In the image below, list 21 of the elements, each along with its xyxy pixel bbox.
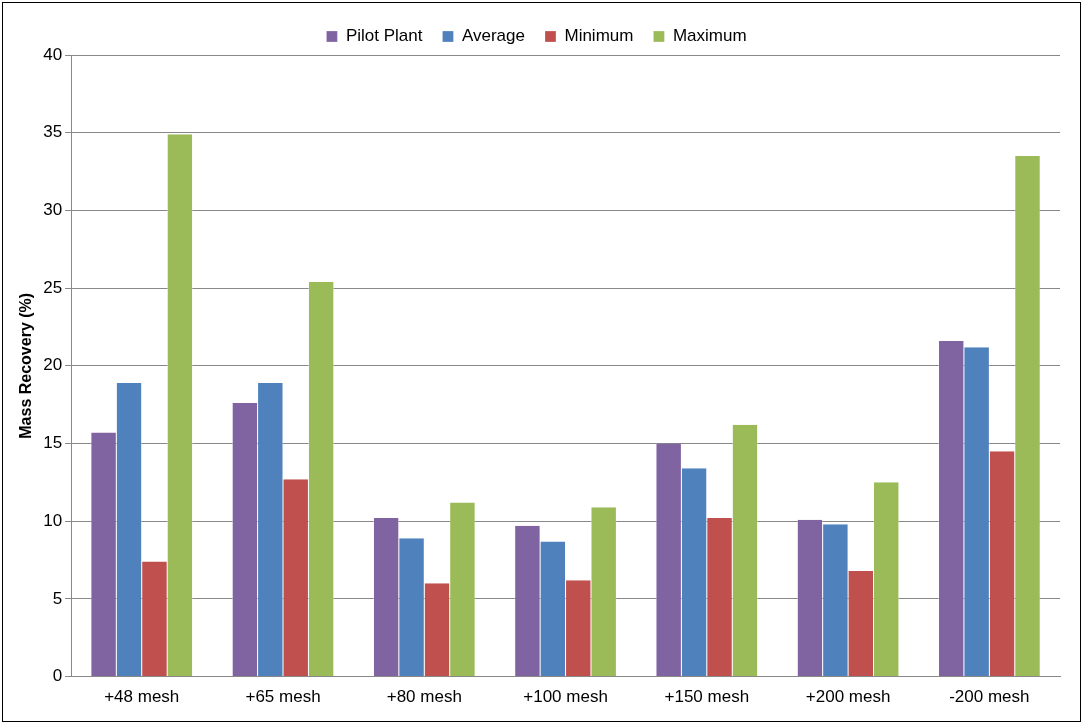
y-axis-title: Mass Recovery (%) [17, 292, 35, 439]
x-tick-label: +48 mesh [104, 687, 180, 707]
legend-label: Maximum [672, 26, 747, 46]
y-tick-label: 30 [43, 200, 63, 220]
x-tick-label: -200 mesh [949, 687, 1030, 707]
y-tick-label: 35 [43, 122, 63, 142]
x-tick-label: +100 mesh [523, 687, 608, 707]
legend-label: Average [461, 26, 525, 46]
y-tick-label: 15 [43, 433, 63, 453]
x-tick-label: +200 mesh [805, 687, 891, 707]
x-tick-label: +150 mesh [664, 687, 750, 707]
x-tick-label: +80 mesh [386, 687, 462, 707]
y-tick-label: 0 [52, 666, 63, 686]
legend-label: Pilot Plant [345, 26, 423, 46]
y-tick-label: 10 [43, 510, 63, 530]
x-tick-label: +65 mesh [245, 687, 321, 707]
y-tick-label: 20 [43, 355, 63, 375]
legend-label: Minimum [564, 26, 634, 46]
y-tick-label: 25 [43, 277, 63, 297]
y-tick-label: 5 [52, 588, 63, 608]
y-tick-label: 40 [43, 44, 63, 64]
